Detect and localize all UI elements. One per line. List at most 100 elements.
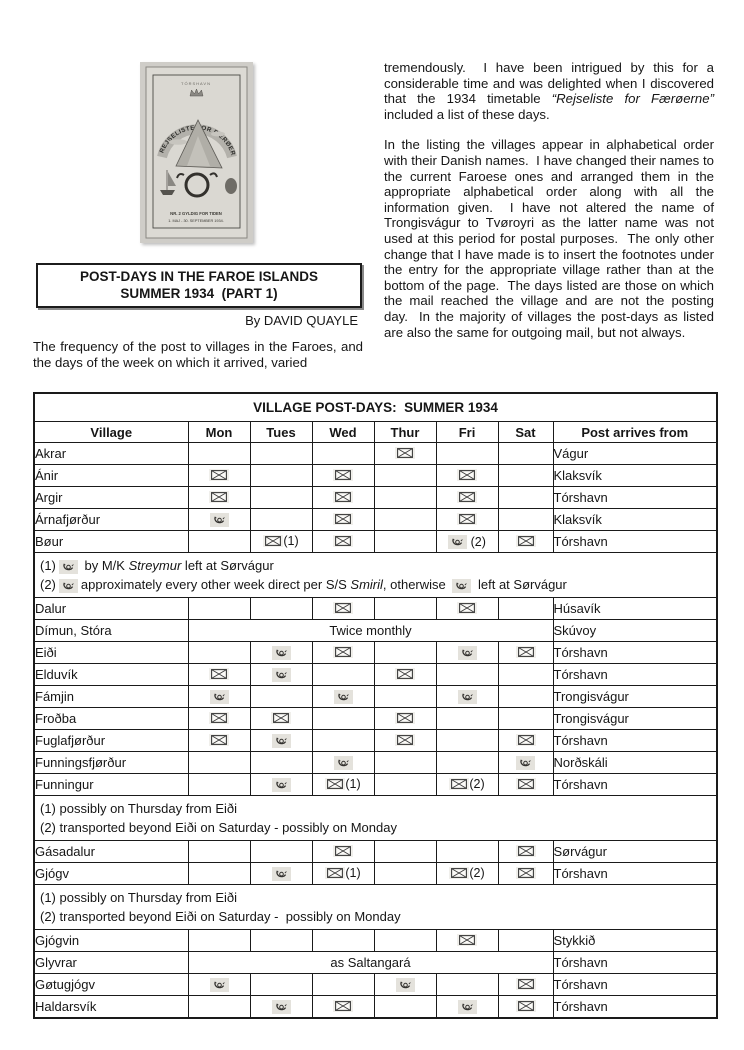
day-cell: [373, 729, 437, 752]
day-cell-content: [516, 756, 535, 770]
day-cell-content: [457, 469, 477, 481]
day-cell-content: [271, 646, 291, 660]
table-row: Froðba Trongisvágur: [33, 707, 718, 730]
day-cell-content: [395, 447, 415, 459]
cloud-art: [211, 131, 225, 137]
village-cell: Elduvík: [33, 663, 189, 686]
day-cell-content: [395, 712, 415, 724]
day-cell: [249, 707, 313, 730]
day-cell: [311, 995, 375, 1018]
day-cell-content: [457, 602, 477, 614]
envelope-icon: [263, 535, 284, 547]
day-cell: (2): [435, 773, 499, 796]
table-row: Argir Tórshavn: [33, 486, 718, 509]
table-row: Gøtugjógv Tórshavn: [33, 973, 718, 996]
envelope-icon: [457, 491, 477, 503]
day-cell-content: [515, 999, 536, 1012]
post-arrives-from-cell: Stykkið: [552, 929, 718, 952]
footnote-line: (2) approximately every other week direct…: [40, 575, 716, 594]
article-title-line1: POST-DAYS IN THE FAROE ISLANDS: [79, 269, 319, 284]
posthorn-icon: [209, 513, 229, 527]
day-cell: [311, 751, 375, 774]
envelope-icon: [395, 712, 415, 724]
intro-column-right: tremendously. I have been intrigued by t…: [384, 60, 714, 340]
day-cell: [435, 663, 499, 686]
text-segment: approximately every other week direct pe…: [80, 577, 351, 592]
cloud-art: [169, 139, 187, 145]
envelope-icon: [515, 646, 536, 658]
day-cell: [187, 840, 251, 863]
envelope-icon: [333, 602, 353, 614]
day-cell-content: [271, 867, 291, 881]
day-cell-content: [333, 602, 353, 614]
italic-text: “Rejseliste for Færøerne”: [551, 91, 714, 107]
village-cell: Haldarsvík: [33, 995, 189, 1018]
day-cell: [373, 442, 437, 465]
posthorn-icon: [271, 778, 291, 792]
day-cell-content: [333, 845, 353, 857]
article-title-line2: SUMMER 1934 (PART 1): [120, 286, 278, 301]
footnote-cell: (1) by M/K Streymur left at Sørvágur (2) a…: [33, 552, 718, 598]
day-cell: [435, 973, 499, 996]
day-cell: [187, 729, 251, 752]
posthorn-icon: [457, 999, 477, 1014]
day-cell: [435, 508, 499, 531]
envelope-icon: [333, 646, 353, 658]
day-cell: [249, 508, 313, 531]
day-cell: [373, 707, 437, 730]
cover-top-text: TÓRSHAVN: [181, 81, 211, 86]
day-cell-content: [271, 712, 291, 724]
day-cell: [249, 486, 313, 509]
posthorn-icon: [271, 999, 291, 1014]
day-cell: [249, 840, 313, 863]
day-cell: [187, 751, 251, 774]
footnote-line: (1) by M/K Streymur left at Sørvágur: [40, 556, 716, 575]
day-cell-content: [515, 845, 536, 857]
figure-art: [225, 178, 237, 194]
post-arrives-from-cell: Vágur: [552, 442, 718, 465]
day-cell-content: [395, 668, 415, 680]
village-cell: Glyvrar: [33, 951, 189, 974]
table-row: Fámjin Trongisvágur: [33, 685, 718, 708]
day-cell-content: (1): [325, 866, 361, 880]
day-cell: [497, 508, 554, 531]
footnote-reference: (1): [345, 777, 361, 791]
envelope-icon: [515, 845, 536, 857]
posthorn-icon: [271, 646, 291, 660]
day-cell: [187, 597, 251, 620]
byline: By DAVID QUAYLE: [245, 313, 358, 328]
day-cell: [311, 929, 375, 952]
day-cell: [435, 597, 499, 620]
village-cell: Fuglafjørður: [33, 729, 189, 752]
envelope-icon: [515, 867, 536, 879]
posthorn-icon: [516, 756, 535, 770]
day-cell: [497, 641, 554, 664]
post-arrives-from-cell: Klaksvík: [552, 464, 718, 487]
envelope-icon: [449, 778, 470, 790]
day-cell: [187, 464, 251, 487]
table-header-row: Village Mon Tues Wed Thur Fri Sat Post a…: [33, 421, 718, 443]
day-cell-content: [271, 734, 291, 748]
day-cell-content: [209, 712, 229, 724]
day-cell-content: [515, 978, 536, 990]
footnote-row: (1) by M/K Streymur left at Sørvágur (2) a…: [33, 552, 718, 598]
village-cell: Dalur: [33, 597, 189, 620]
envelope-icon: [209, 668, 229, 680]
day-cell-content: [457, 491, 477, 503]
day-cell: [373, 486, 437, 509]
footnote-cell: (1) possibly on Thursday from Eiði (2) tr…: [33, 884, 718, 930]
day-cell: [497, 707, 554, 730]
table-title-row: VILLAGE POST-DAYS: SUMMER 1934: [33, 392, 718, 422]
mountain-ridge-art: [187, 136, 210, 166]
day-cell: [249, 663, 313, 686]
column-header-tues: Tues: [249, 421, 313, 443]
day-cell: [187, 486, 251, 509]
day-cell-content: [271, 668, 291, 682]
day-cell: [187, 663, 251, 686]
village-cell: Froðba: [33, 707, 189, 730]
day-cell: [497, 685, 554, 708]
day-cell: [311, 729, 375, 752]
envelope-icon: [457, 602, 477, 614]
day-cell: [497, 840, 554, 863]
post-arrives-from-cell: Tórshavn: [552, 663, 718, 686]
